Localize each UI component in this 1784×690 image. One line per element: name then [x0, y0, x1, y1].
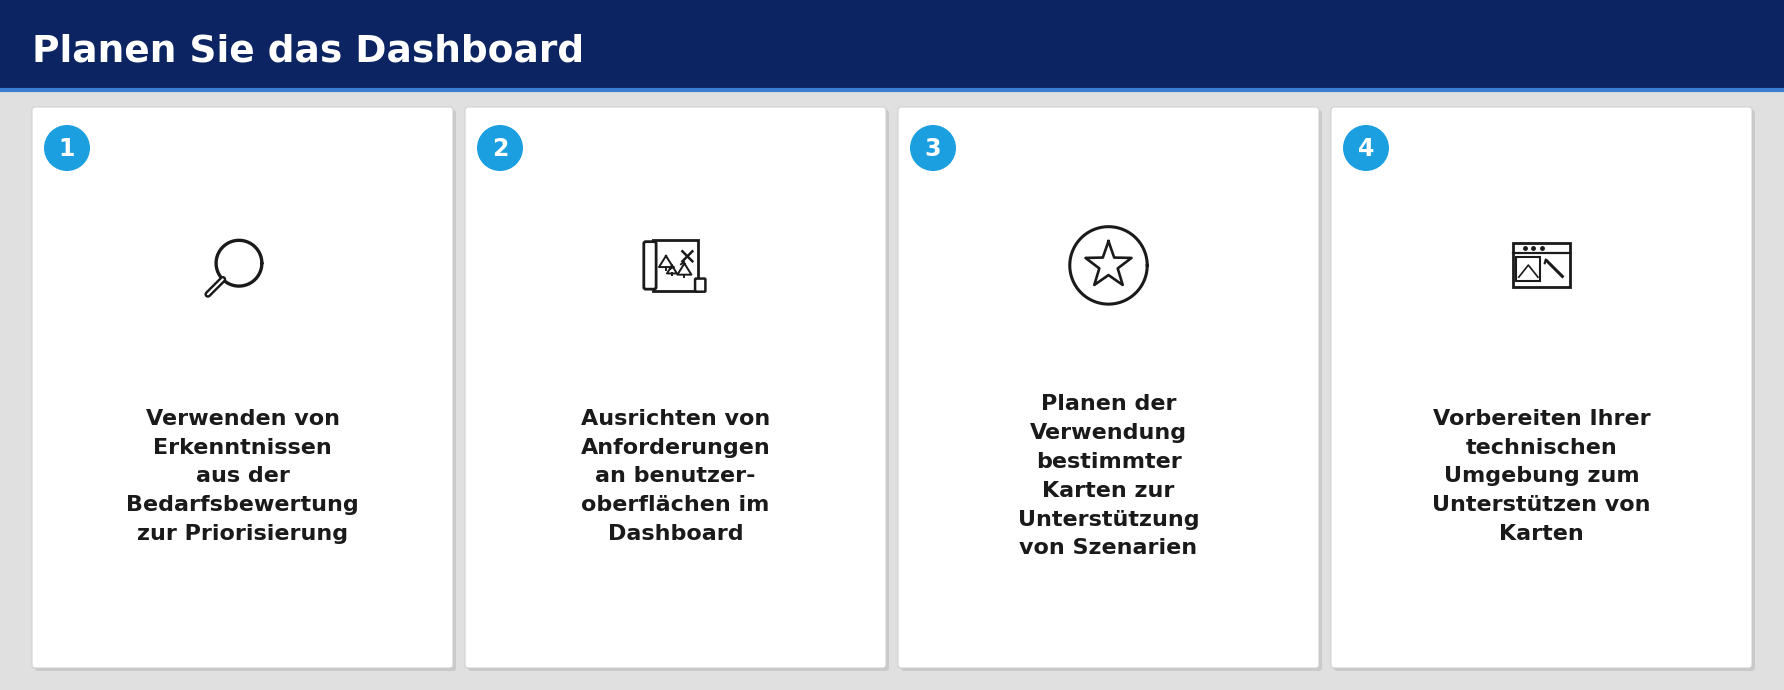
- FancyBboxPatch shape: [1331, 107, 1752, 668]
- FancyBboxPatch shape: [1334, 110, 1755, 671]
- FancyBboxPatch shape: [467, 110, 888, 671]
- FancyBboxPatch shape: [1513, 244, 1570, 288]
- Text: Planen Sie das Dashboard: Planen Sie das Dashboard: [32, 33, 583, 69]
- Text: Ausrichten von
Anforderungen
an benutzer-
oberflächen im
Dashboard: Ausrichten von Anforderungen an benutzer…: [580, 408, 771, 544]
- Text: 2: 2: [492, 137, 508, 161]
- Text: 1: 1: [59, 137, 75, 161]
- FancyBboxPatch shape: [0, 0, 1784, 90]
- FancyBboxPatch shape: [32, 107, 453, 668]
- Circle shape: [910, 125, 956, 171]
- FancyBboxPatch shape: [466, 107, 887, 668]
- Circle shape: [476, 125, 523, 171]
- FancyBboxPatch shape: [901, 110, 1322, 671]
- Text: 4: 4: [1358, 137, 1374, 161]
- FancyBboxPatch shape: [644, 241, 657, 289]
- FancyBboxPatch shape: [696, 279, 705, 292]
- Text: 3: 3: [924, 137, 942, 161]
- FancyBboxPatch shape: [36, 110, 457, 671]
- Text: Planen der
Verwendung
bestimmter
Karten zur
Unterstützung
von Szenarien: Planen der Verwendung bestimmter Karten …: [1017, 394, 1199, 558]
- Circle shape: [45, 125, 89, 171]
- Text: Verwenden von
Erkenntnissen
aus der
Bedarfsbewertung
zur Priorisierung: Verwenden von Erkenntnissen aus der Beda…: [127, 408, 359, 544]
- Circle shape: [1343, 125, 1390, 171]
- FancyBboxPatch shape: [897, 107, 1318, 668]
- Text: Vorbereiten Ihrer
technischen
Umgebung zum
Unterstützen von
Karten: Vorbereiten Ihrer technischen Umgebung z…: [1433, 408, 1650, 544]
- FancyBboxPatch shape: [653, 240, 698, 290]
